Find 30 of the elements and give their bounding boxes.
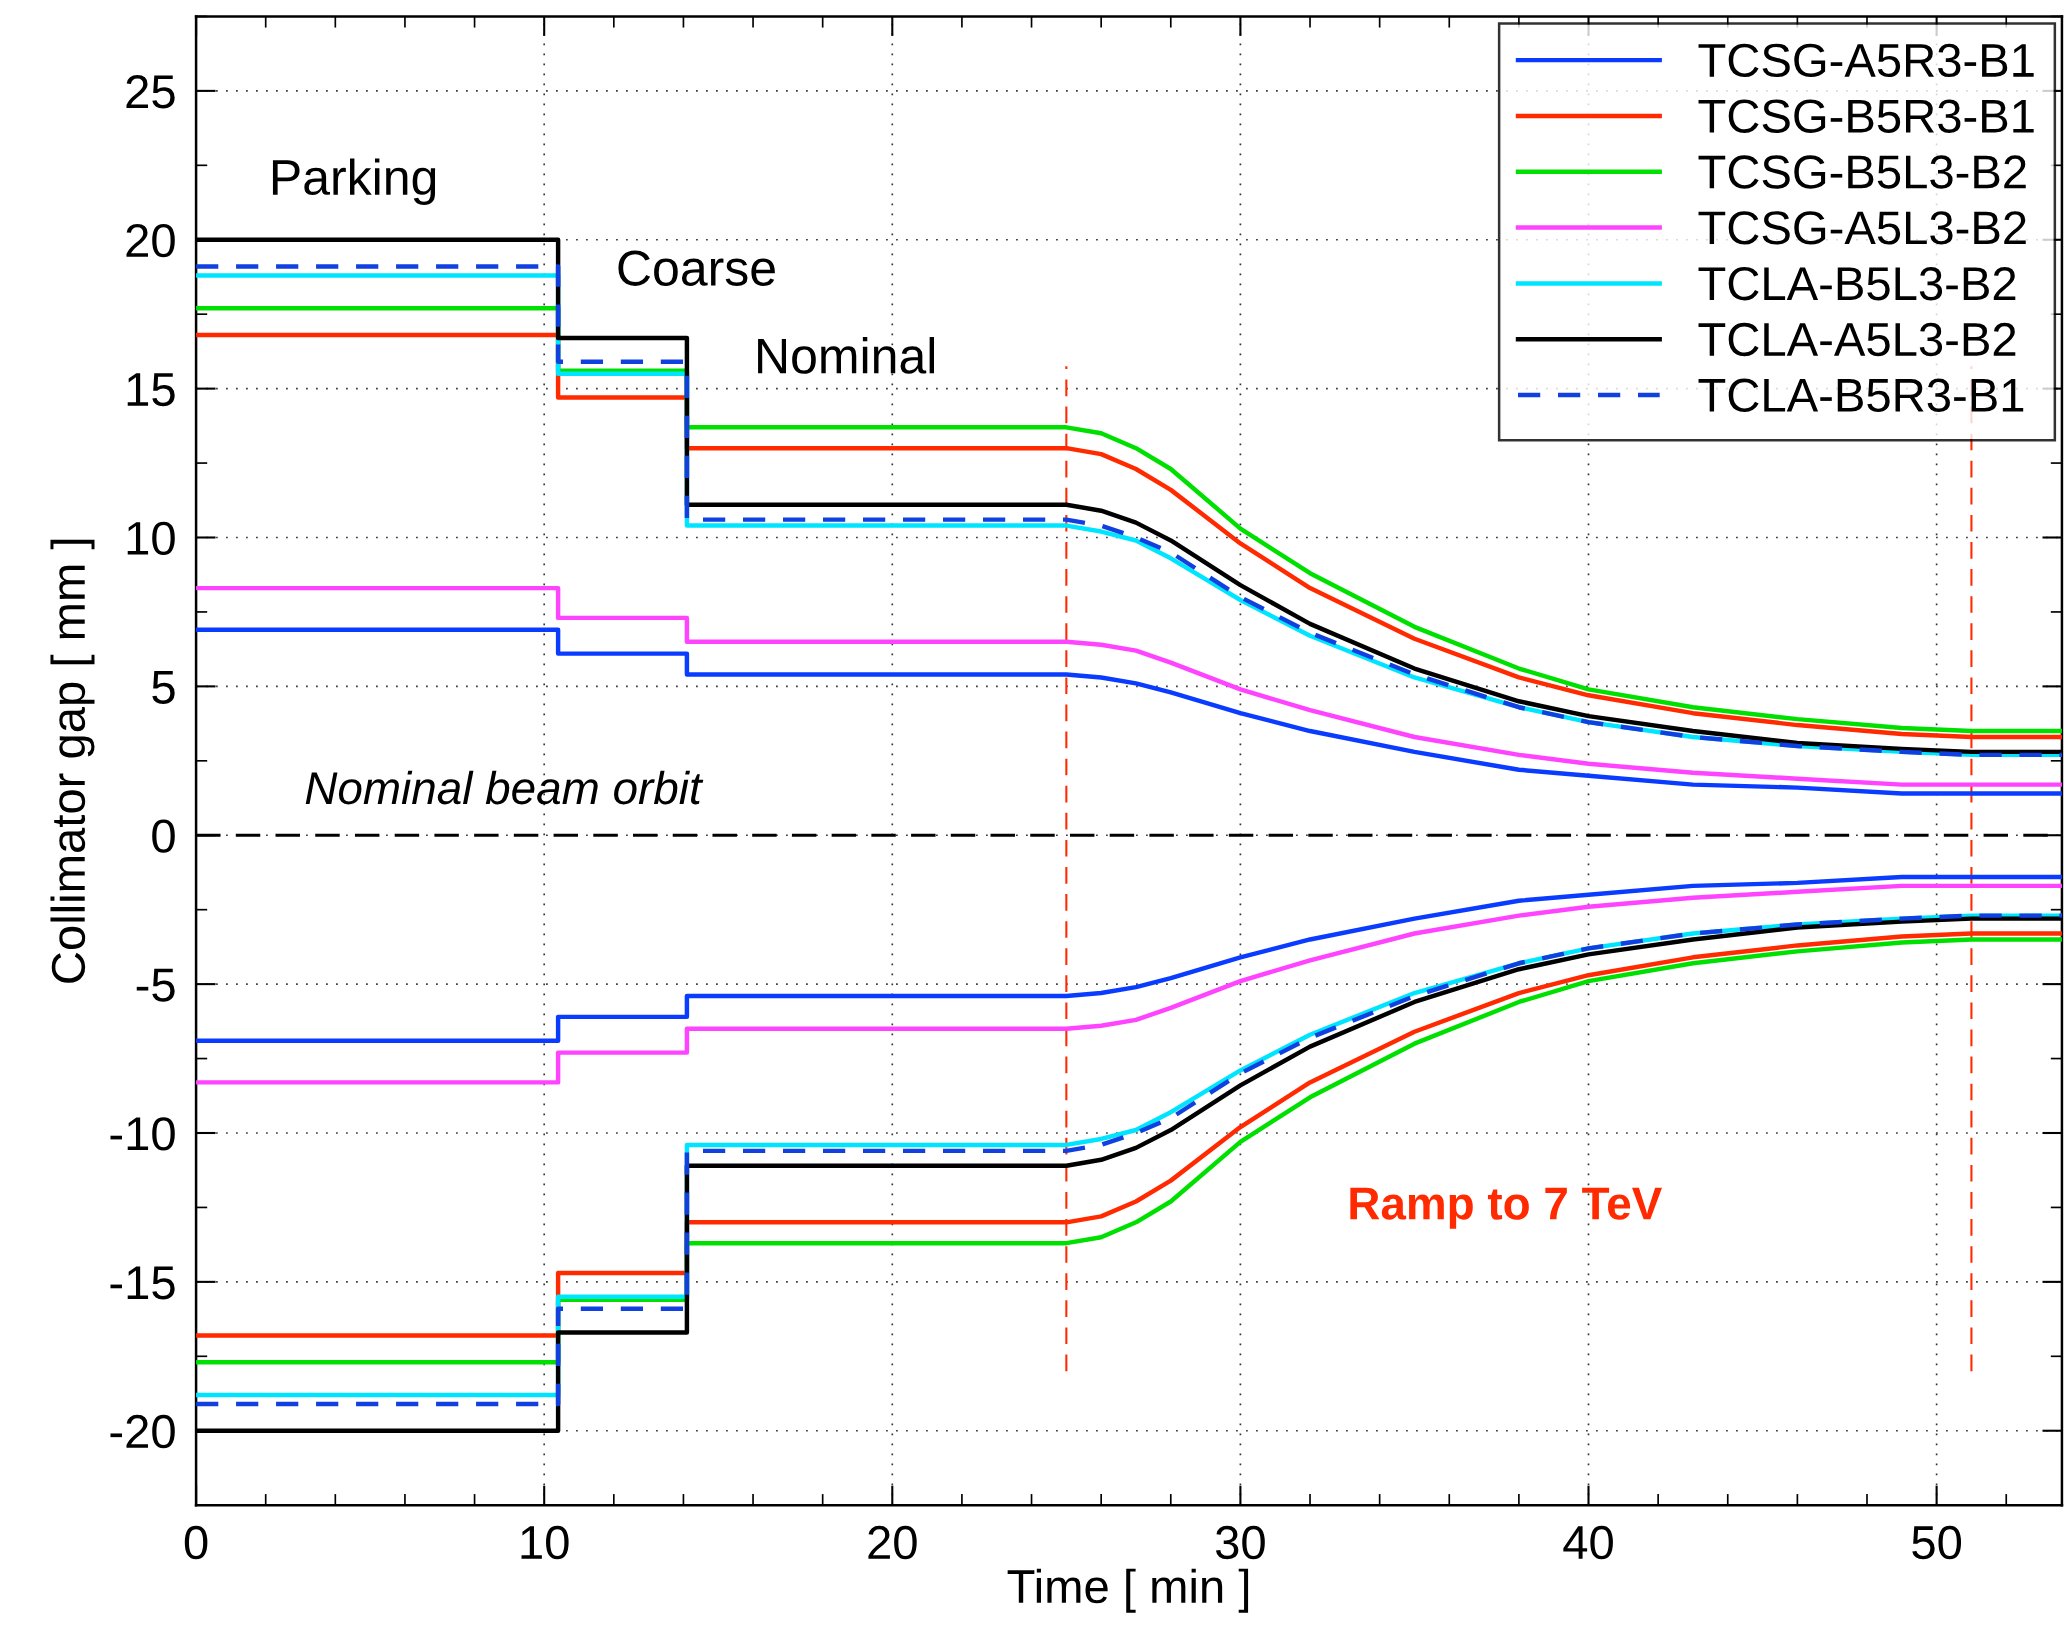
legend-label: TCSG-A5L3-B2 — [1698, 211, 2026, 245]
y-tick-label: -10 — [110, 1117, 175, 1151]
legend-label: TCSG-B5L3-B2 — [1698, 155, 2026, 189]
annotation: Nominal beam orbit — [305, 770, 704, 805]
y-tick-label: -5 — [136, 968, 175, 1002]
legend-label: TCSG-B5R3-B1 — [1698, 99, 2034, 133]
y-tick-label: 5 — [152, 671, 175, 704]
y-axis-title: Collimator gap [ mm ] — [50, 539, 95, 983]
legend-label: TCLA-B5L3-B2 — [1698, 266, 2016, 301]
y-tick-label: 15 — [127, 373, 175, 407]
x-tick-label: 40 — [1563, 1525, 1613, 1560]
y-tick-label: -15 — [110, 1266, 175, 1300]
y-tick-label: 20 — [126, 223, 175, 258]
legend-label: TCLA-B5R3-B1 — [1698, 378, 2024, 413]
x-tick-label: 0 — [184, 1525, 208, 1560]
x-axis-title: Time [ min ] — [1007, 1568, 1249, 1613]
annotation: Ramp to 7 TeV — [1350, 1187, 1662, 1229]
x-tick-label: 10 — [521, 1525, 569, 1560]
y-tick-label: 0 — [152, 819, 175, 853]
legend-label: TCLA-A5L3-B2 — [1698, 322, 2016, 357]
annotation: Parking — [272, 158, 436, 205]
y-tick-label: 10 — [127, 521, 175, 556]
annotation: Nominal — [758, 337, 935, 374]
y-tick-label: -20 — [110, 1414, 175, 1449]
x-tick-label: 20 — [868, 1525, 917, 1560]
annotation: Coarse — [618, 250, 775, 286]
legend-label: TCSG-A5R3-B1 — [1698, 43, 2034, 78]
y-tick-label: 25 — [126, 75, 175, 109]
x-tick-label: 30 — [1215, 1525, 1265, 1560]
x-tick-label: 50 — [1912, 1525, 1962, 1560]
